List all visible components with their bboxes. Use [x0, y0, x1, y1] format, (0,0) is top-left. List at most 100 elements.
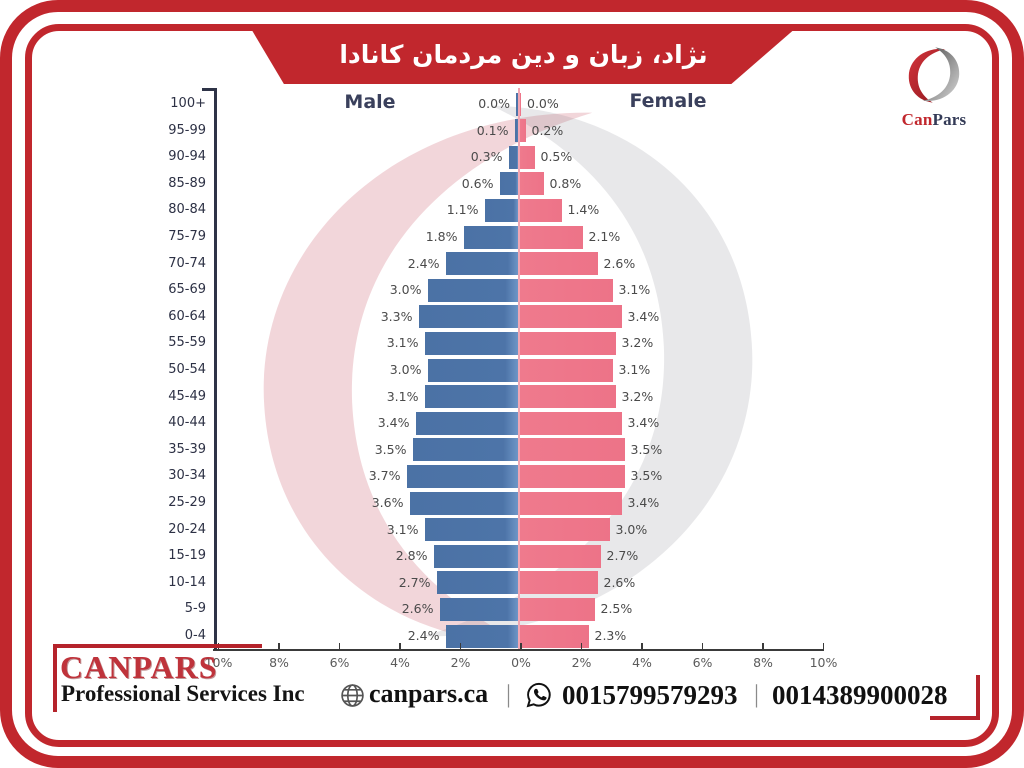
female-value-label: 2.1%	[588, 229, 621, 244]
female-bar	[519, 172, 544, 196]
male-value-label: 3.1%	[386, 335, 419, 351]
female-bar	[519, 491, 622, 515]
female-value-label: 2.5%	[600, 601, 633, 617]
male-bar	[427, 278, 518, 302]
female-value-label: 0.2%	[531, 122, 564, 138]
female-bar	[519, 597, 595, 621]
male-value-label: 2.7%	[398, 574, 431, 590]
female-bar	[519, 544, 601, 568]
y-axis-top-cap	[202, 88, 216, 91]
canpars-logo: CanPars	[892, 44, 976, 130]
male-value-label: 2.6%	[401, 601, 434, 617]
zero-axis-line	[517, 88, 520, 649]
female-bar	[519, 252, 598, 276]
male-bar	[463, 225, 518, 249]
male-value-label: 3.1%	[386, 521, 419, 537]
age-group-label: 60-64	[168, 308, 206, 324]
company-tagline: Professional Services Inc	[61, 681, 305, 706]
canpars-watermark-icon	[263, 105, 753, 644]
male-value-label: 3.7%	[368, 468, 401, 484]
male-bar	[427, 358, 518, 382]
footer-right-bracket	[930, 675, 980, 720]
male-bar	[445, 624, 518, 648]
female-bar	[519, 571, 598, 595]
age-group-label: 95-99	[168, 122, 206, 138]
female-bar	[519, 278, 613, 302]
female-value-label: 2.6%	[603, 574, 636, 590]
female-value-label: 1.4%	[567, 202, 600, 218]
male-value-label: 3.0%	[389, 362, 422, 377]
canpars-swirl-icon	[908, 47, 960, 103]
male-value-label: 0.6%	[461, 175, 494, 191]
x-tick-label: 8%	[269, 655, 289, 670]
female-value-label: 3.1%	[618, 362, 651, 377]
male-bar	[499, 172, 518, 196]
footer-left-bracket	[53, 644, 262, 712]
male-bar	[424, 331, 518, 355]
female-bar	[519, 385, 616, 409]
age-group-label: 70-74	[168, 255, 206, 271]
phone-number-1: 0015799579293	[562, 680, 738, 710]
male-bar	[424, 518, 518, 542]
female-value-label: 0.5%	[540, 149, 573, 165]
female-bar	[519, 305, 622, 329]
x-tick-mark	[338, 642, 341, 649]
brand-pars: Pars	[932, 110, 967, 129]
age-group-label: 50-54	[168, 362, 206, 377]
female-bar	[519, 624, 589, 648]
male-bar	[508, 145, 518, 169]
male-bar	[412, 438, 518, 462]
age-group-label: 5-9	[184, 601, 206, 617]
x-tick-label: 6%	[329, 655, 350, 670]
male-bar	[436, 571, 518, 595]
age-group-label: 80-84	[168, 202, 206, 218]
male-value-label: 0.0%	[478, 96, 510, 111]
female-value-label: 2.7%	[606, 548, 639, 564]
female-value-label: 2.6%	[603, 255, 636, 271]
female-value-label: 3.1%	[618, 282, 651, 298]
age-group-label: 35-39	[168, 441, 206, 457]
phone-number-2: 0014389900028	[772, 680, 948, 710]
x-tick-mark	[399, 642, 401, 649]
footer-divider: |	[506, 681, 512, 708]
age-group-label: 55-59	[168, 335, 206, 351]
whatsapp-icon	[526, 682, 551, 708]
age-group-label: 90-94	[168, 149, 206, 165]
female-bar	[519, 518, 610, 542]
age-group-label: 45-49	[168, 388, 206, 404]
female-bar	[519, 438, 625, 462]
female-value-label: 2.3%	[594, 628, 627, 643]
female-bar	[519, 92, 521, 116]
age-group-label: 0-4	[184, 628, 206, 643]
brand-wordmark: CanPars	[892, 110, 976, 130]
male-bar	[484, 198, 518, 222]
male-series-title: Male	[344, 91, 396, 113]
male-value-label: 3.1%	[386, 388, 419, 404]
age-group-label: 65-69	[168, 282, 206, 298]
female-value-label: 3.5%	[630, 468, 663, 484]
male-value-label: 3.0%	[389, 282, 422, 298]
female-value-label: 0.8%	[549, 175, 582, 191]
age-group-label: 40-44	[168, 415, 206, 431]
x-tick-label: 4%	[390, 655, 410, 670]
female-bar	[519, 119, 526, 143]
female-value-label: 0.0%	[527, 96, 559, 111]
male-value-label: 3.6%	[371, 495, 404, 510]
male-value-label: 3.5%	[374, 441, 407, 457]
x-tick-mark	[701, 642, 704, 649]
x-tick-mark	[459, 642, 462, 649]
y-axis-line	[214, 88, 217, 650]
female-value-label: 3.4%	[627, 308, 660, 324]
x-tick-label: 8%	[753, 655, 773, 670]
age-group-label: 75-79	[168, 229, 206, 244]
female-value-label: 3.4%	[627, 495, 660, 510]
male-value-label: 3.3%	[380, 308, 413, 324]
male-bar	[514, 119, 518, 143]
male-bar	[439, 597, 518, 621]
x-tick-label: 0%	[511, 655, 531, 670]
female-bar	[519, 331, 616, 355]
male-bar	[433, 544, 518, 568]
x-tick-mark	[278, 642, 280, 649]
